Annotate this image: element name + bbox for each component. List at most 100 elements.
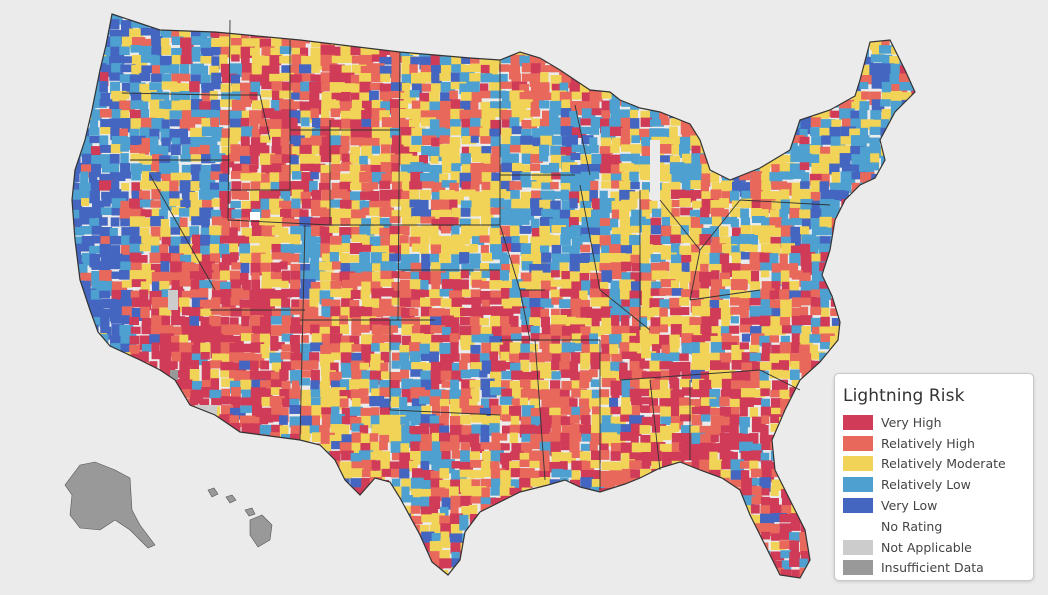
county-cell[interactable] bbox=[440, 406, 450, 418]
county-cell[interactable] bbox=[180, 468, 197, 480]
county-cell[interactable] bbox=[339, 478, 350, 494]
county-cell[interactable] bbox=[131, 173, 141, 181]
county-cell[interactable] bbox=[339, 398, 349, 408]
county-cell[interactable] bbox=[799, 46, 810, 60]
county-cell[interactable] bbox=[790, 145, 801, 155]
county-cell[interactable] bbox=[479, 262, 490, 274]
county-cell[interactable] bbox=[281, 298, 291, 314]
county-cell[interactable] bbox=[731, 200, 748, 208]
county-cell[interactable] bbox=[419, 28, 428, 40]
county-cell[interactable] bbox=[540, 72, 549, 83]
county-cell[interactable] bbox=[591, 406, 601, 420]
county-cell[interactable] bbox=[821, 73, 831, 87]
county-cell[interactable] bbox=[890, 20, 901, 33]
county-cell[interactable] bbox=[201, 504, 212, 516]
county-cell[interactable] bbox=[540, 298, 554, 308]
county-cell[interactable] bbox=[661, 216, 671, 229]
county-cell[interactable] bbox=[911, 325, 923, 338]
county-cell[interactable] bbox=[450, 72, 464, 85]
county-cell[interactable] bbox=[180, 55, 193, 65]
county-cell[interactable] bbox=[740, 55, 753, 67]
county-cell[interactable] bbox=[240, 46, 256, 59]
county-cell[interactable] bbox=[239, 191, 249, 200]
county-cell[interactable] bbox=[470, 289, 482, 303]
county-cell[interactable] bbox=[851, 271, 866, 283]
county-cell[interactable] bbox=[629, 90, 644, 103]
county-cell[interactable] bbox=[321, 9, 335, 24]
county-cell[interactable] bbox=[580, 497, 595, 506]
county-cell[interactable] bbox=[879, 298, 890, 309]
county-cell[interactable] bbox=[881, 37, 890, 51]
county-cell[interactable] bbox=[170, 253, 184, 262]
county-cell[interactable] bbox=[259, 416, 269, 425]
county-cell[interactable] bbox=[919, 218, 930, 231]
county-cell[interactable] bbox=[200, 333, 217, 343]
county-cell[interactable] bbox=[110, 81, 121, 95]
county-cell[interactable] bbox=[590, 496, 603, 512]
county-cell[interactable] bbox=[279, 234, 293, 243]
county-cell[interactable] bbox=[780, 270, 790, 285]
county-cell[interactable] bbox=[301, 370, 318, 378]
county-cell[interactable] bbox=[60, 344, 75, 356]
county-cell[interactable] bbox=[329, 434, 344, 446]
county-cell[interactable] bbox=[389, 216, 401, 224]
county-cell[interactable] bbox=[700, 299, 713, 312]
county-cell[interactable] bbox=[781, 108, 792, 120]
county-cell[interactable] bbox=[731, 117, 744, 126]
county-cell[interactable] bbox=[520, 27, 533, 36]
county-cell[interactable] bbox=[401, 324, 414, 336]
county-cell[interactable] bbox=[731, 173, 746, 182]
county-cell[interactable] bbox=[679, 479, 690, 489]
county-cell[interactable] bbox=[410, 271, 423, 284]
county-cell[interactable] bbox=[561, 99, 571, 113]
county-cell[interactable] bbox=[451, 64, 462, 73]
county-cell[interactable] bbox=[420, 306, 432, 322]
county-cell[interactable] bbox=[639, 128, 653, 141]
county-cell[interactable] bbox=[881, 352, 896, 367]
county-cell[interactable] bbox=[690, 290, 702, 298]
county-cell[interactable] bbox=[89, 171, 98, 185]
county-cell[interactable] bbox=[131, 487, 147, 498]
county-cell[interactable] bbox=[539, 477, 551, 490]
county-cell[interactable] bbox=[361, 504, 378, 517]
county-cell[interactable] bbox=[489, 128, 501, 144]
county-cell[interactable] bbox=[141, 10, 153, 24]
county-cell[interactable] bbox=[911, 226, 925, 234]
county-cell[interactable] bbox=[219, 28, 230, 44]
county-cell[interactable] bbox=[730, 155, 740, 169]
county-cell[interactable] bbox=[481, 216, 495, 228]
county-cell[interactable] bbox=[869, 126, 884, 135]
county-cell[interactable] bbox=[600, 325, 614, 335]
county-cell[interactable] bbox=[610, 218, 619, 231]
county-cell[interactable] bbox=[139, 83, 150, 93]
county-cell[interactable] bbox=[551, 451, 564, 465]
county-cell[interactable] bbox=[801, 189, 812, 203]
county-cell[interactable] bbox=[310, 380, 320, 392]
county-cell[interactable] bbox=[751, 216, 766, 224]
county-cell[interactable] bbox=[791, 27, 800, 35]
county-cell[interactable] bbox=[241, 343, 254, 353]
county-cell[interactable] bbox=[530, 83, 542, 95]
county-cell[interactable] bbox=[799, 297, 813, 306]
county-cell[interactable] bbox=[131, 190, 143, 200]
county-cell[interactable] bbox=[220, 316, 230, 329]
county-cell[interactable] bbox=[281, 288, 292, 298]
county-cell[interactable] bbox=[759, 234, 773, 244]
county-cell[interactable] bbox=[629, 171, 639, 187]
county-cell[interactable] bbox=[101, 308, 116, 318]
county-cell[interactable] bbox=[580, 326, 594, 338]
county-cell[interactable] bbox=[831, 317, 847, 327]
county-cell[interactable] bbox=[620, 153, 635, 162]
county-cell[interactable] bbox=[610, 451, 621, 461]
county-cell[interactable] bbox=[800, 243, 812, 257]
county-cell[interactable] bbox=[541, 54, 558, 64]
county-cell[interactable] bbox=[441, 163, 458, 174]
county-cell[interactable] bbox=[61, 20, 73, 35]
county-cell[interactable] bbox=[709, 496, 725, 511]
county-cell[interactable] bbox=[121, 306, 135, 319]
county-cell[interactable] bbox=[431, 137, 443, 147]
county-cell[interactable] bbox=[770, 236, 785, 248]
county-cell[interactable] bbox=[720, 326, 731, 339]
county-cell[interactable] bbox=[769, 227, 783, 237]
county-cell[interactable] bbox=[309, 163, 326, 173]
